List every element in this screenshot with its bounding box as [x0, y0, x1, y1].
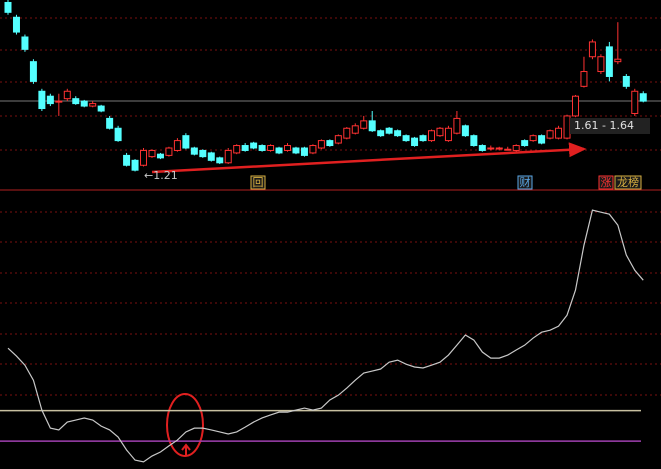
candle-body [436, 127, 444, 137]
marker-box [614, 175, 642, 190]
indicator-line [7, 209, 644, 463]
candle-body [588, 41, 596, 58]
candle-body [29, 61, 37, 82]
candle-body [148, 149, 156, 158]
candle-body [114, 127, 122, 142]
candle-body [428, 130, 435, 142]
marker-label: 回 [253, 176, 264, 189]
candle-body [216, 157, 224, 164]
candle-body [224, 149, 232, 164]
candle-body [402, 135, 410, 142]
candle-body [199, 149, 207, 158]
candle-body [351, 125, 359, 134]
candle-body [521, 140, 529, 147]
candle-body [444, 127, 452, 142]
candle-body [470, 135, 478, 147]
candle-body [241, 145, 249, 151]
low-label: ←1.21 [144, 169, 178, 182]
candle-body [89, 103, 97, 107]
candle-body [546, 130, 554, 139]
candle-body [605, 46, 613, 77]
candle-body [360, 120, 368, 129]
marker-label: 龙榜 [617, 175, 639, 189]
candle-body [292, 147, 300, 154]
candle-body [411, 137, 419, 147]
range-label: 1.61 - 1.64 [574, 119, 634, 132]
signal-arrow [181, 443, 191, 456]
marker-label: 涨 [601, 176, 612, 189]
candle-body [334, 135, 342, 144]
candle-body [571, 95, 579, 117]
candle-body [639, 93, 647, 102]
candle-body [326, 140, 334, 147]
candle-body [190, 147, 198, 155]
candle-body [173, 140, 181, 151]
candle-body [140, 149, 148, 166]
plot: 回 财 涨龙榜 [0, 0, 647, 463]
candle-body [377, 130, 385, 137]
candle-body [55, 100, 63, 103]
candle-body [4, 1, 12, 13]
marker-box [517, 175, 533, 190]
candle-body [46, 95, 54, 105]
candle-body [12, 16, 20, 33]
candle-body [72, 98, 80, 105]
candle-body [131, 159, 139, 171]
candle-body [21, 36, 29, 50]
candle-body [419, 135, 427, 142]
candle-body [38, 90, 46, 110]
candle-body [487, 147, 495, 150]
candle-body [156, 153, 164, 159]
marker-box [598, 175, 614, 190]
range-label-box [570, 118, 650, 134]
candle-body [309, 145, 317, 154]
candle-body [317, 140, 325, 149]
candle-body [478, 145, 486, 151]
candle-body [631, 90, 639, 114]
candle-body [250, 142, 258, 149]
candle-body [622, 75, 630, 87]
candle-body [461, 125, 469, 137]
candle-body [504, 148, 512, 151]
candle-body [165, 147, 173, 156]
candle-body [453, 117, 461, 134]
candle-body [182, 135, 190, 149]
candle-body [368, 120, 376, 132]
candle-body [614, 58, 622, 63]
candle-body [258, 145, 266, 151]
candle-body [394, 130, 402, 137]
candle-body [80, 100, 88, 107]
candle-body [597, 56, 605, 73]
candle-body [97, 105, 105, 112]
candle-body [106, 117, 114, 129]
candle-body [63, 90, 71, 100]
candle-body [385, 127, 393, 134]
marker-box [250, 175, 266, 190]
candle-body [123, 154, 131, 166]
candle-body [275, 147, 283, 154]
candle-body [343, 127, 351, 139]
candle-body [512, 145, 520, 151]
candle-body [555, 127, 563, 139]
candle-body [267, 145, 275, 151]
grid [0, 17, 661, 396]
candle-body [563, 115, 571, 139]
marker-label: 财 [520, 175, 531, 189]
candle-body [529, 135, 537, 142]
candle-body [300, 147, 308, 156]
candle-body [538, 135, 546, 144]
candle-body [580, 71, 588, 87]
candle-body [284, 145, 292, 151]
trend-arrow [151, 142, 587, 174]
candle-body [233, 145, 241, 154]
candle-body [495, 147, 503, 150]
candle-body [207, 152, 215, 161]
